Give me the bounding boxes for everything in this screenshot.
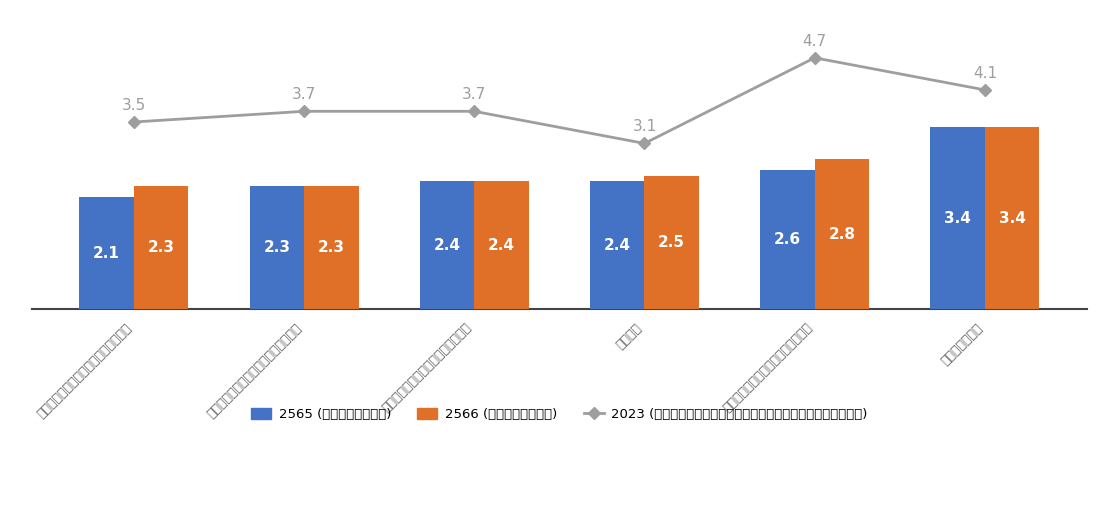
Text: 3.1: 3.1	[633, 119, 657, 134]
Text: 2.3: 2.3	[263, 240, 290, 255]
Text: 2.3: 2.3	[148, 240, 174, 255]
Text: 4.7: 4.7	[802, 33, 826, 49]
Bar	[760, 170, 814, 309]
Text: 3.4: 3.4	[998, 211, 1026, 226]
Text: 3.7: 3.7	[462, 87, 486, 102]
Text: 3.7: 3.7	[292, 87, 316, 102]
Bar	[133, 186, 188, 309]
Text: 2.8: 2.8	[829, 227, 855, 242]
Text: 2.6: 2.6	[774, 232, 801, 247]
Text: 3.5: 3.5	[121, 98, 145, 113]
Bar	[79, 197, 133, 309]
Text: 2.4: 2.4	[433, 238, 461, 252]
Text: 3.4: 3.4	[944, 211, 971, 226]
Bar	[930, 127, 985, 309]
Bar	[590, 181, 645, 309]
Bar	[304, 186, 358, 309]
Bar	[474, 181, 529, 309]
Legend: 2565 (จ่ายจริง), 2566 (เป้าหมาย), 2023 (เป้าหมายสำหรับผลงานโดดเด่น): 2565 (จ่ายจริง), 2566 (เป้าหมาย), 2023 (…	[246, 403, 873, 426]
Text: 2.4: 2.4	[488, 238, 515, 252]
Text: 2.5: 2.5	[658, 235, 685, 250]
Bar	[420, 181, 474, 309]
Bar	[814, 160, 869, 309]
Text: 4.1: 4.1	[973, 66, 997, 81]
Text: 2.3: 2.3	[317, 240, 345, 255]
Bar	[985, 127, 1039, 309]
Bar	[249, 186, 304, 309]
Text: 2.1: 2.1	[94, 245, 120, 261]
Text: 2.4: 2.4	[604, 238, 630, 252]
Bar	[645, 175, 699, 309]
